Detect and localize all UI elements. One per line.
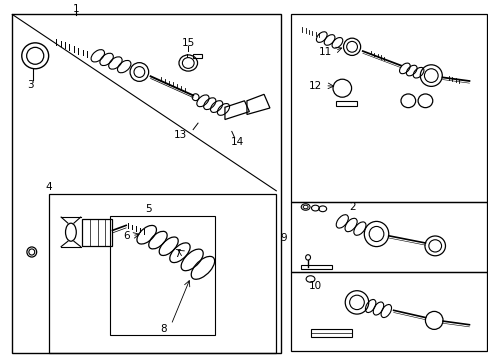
Text: 14: 14: [230, 137, 244, 147]
Text: 12: 12: [308, 81, 322, 91]
Text: 1: 1: [72, 4, 79, 14]
Text: 10: 10: [308, 281, 321, 291]
Text: 4: 4: [45, 182, 52, 192]
Text: 2: 2: [348, 202, 355, 212]
Text: 7: 7: [173, 249, 180, 259]
Text: 15: 15: [181, 38, 195, 48]
Text: 3: 3: [27, 80, 34, 90]
Text: 8: 8: [160, 324, 167, 334]
Text: 5: 5: [144, 204, 151, 214]
Text: 11: 11: [318, 47, 331, 57]
Text: 9: 9: [280, 233, 286, 243]
Text: 6: 6: [122, 231, 129, 241]
Text: 13: 13: [173, 130, 186, 140]
